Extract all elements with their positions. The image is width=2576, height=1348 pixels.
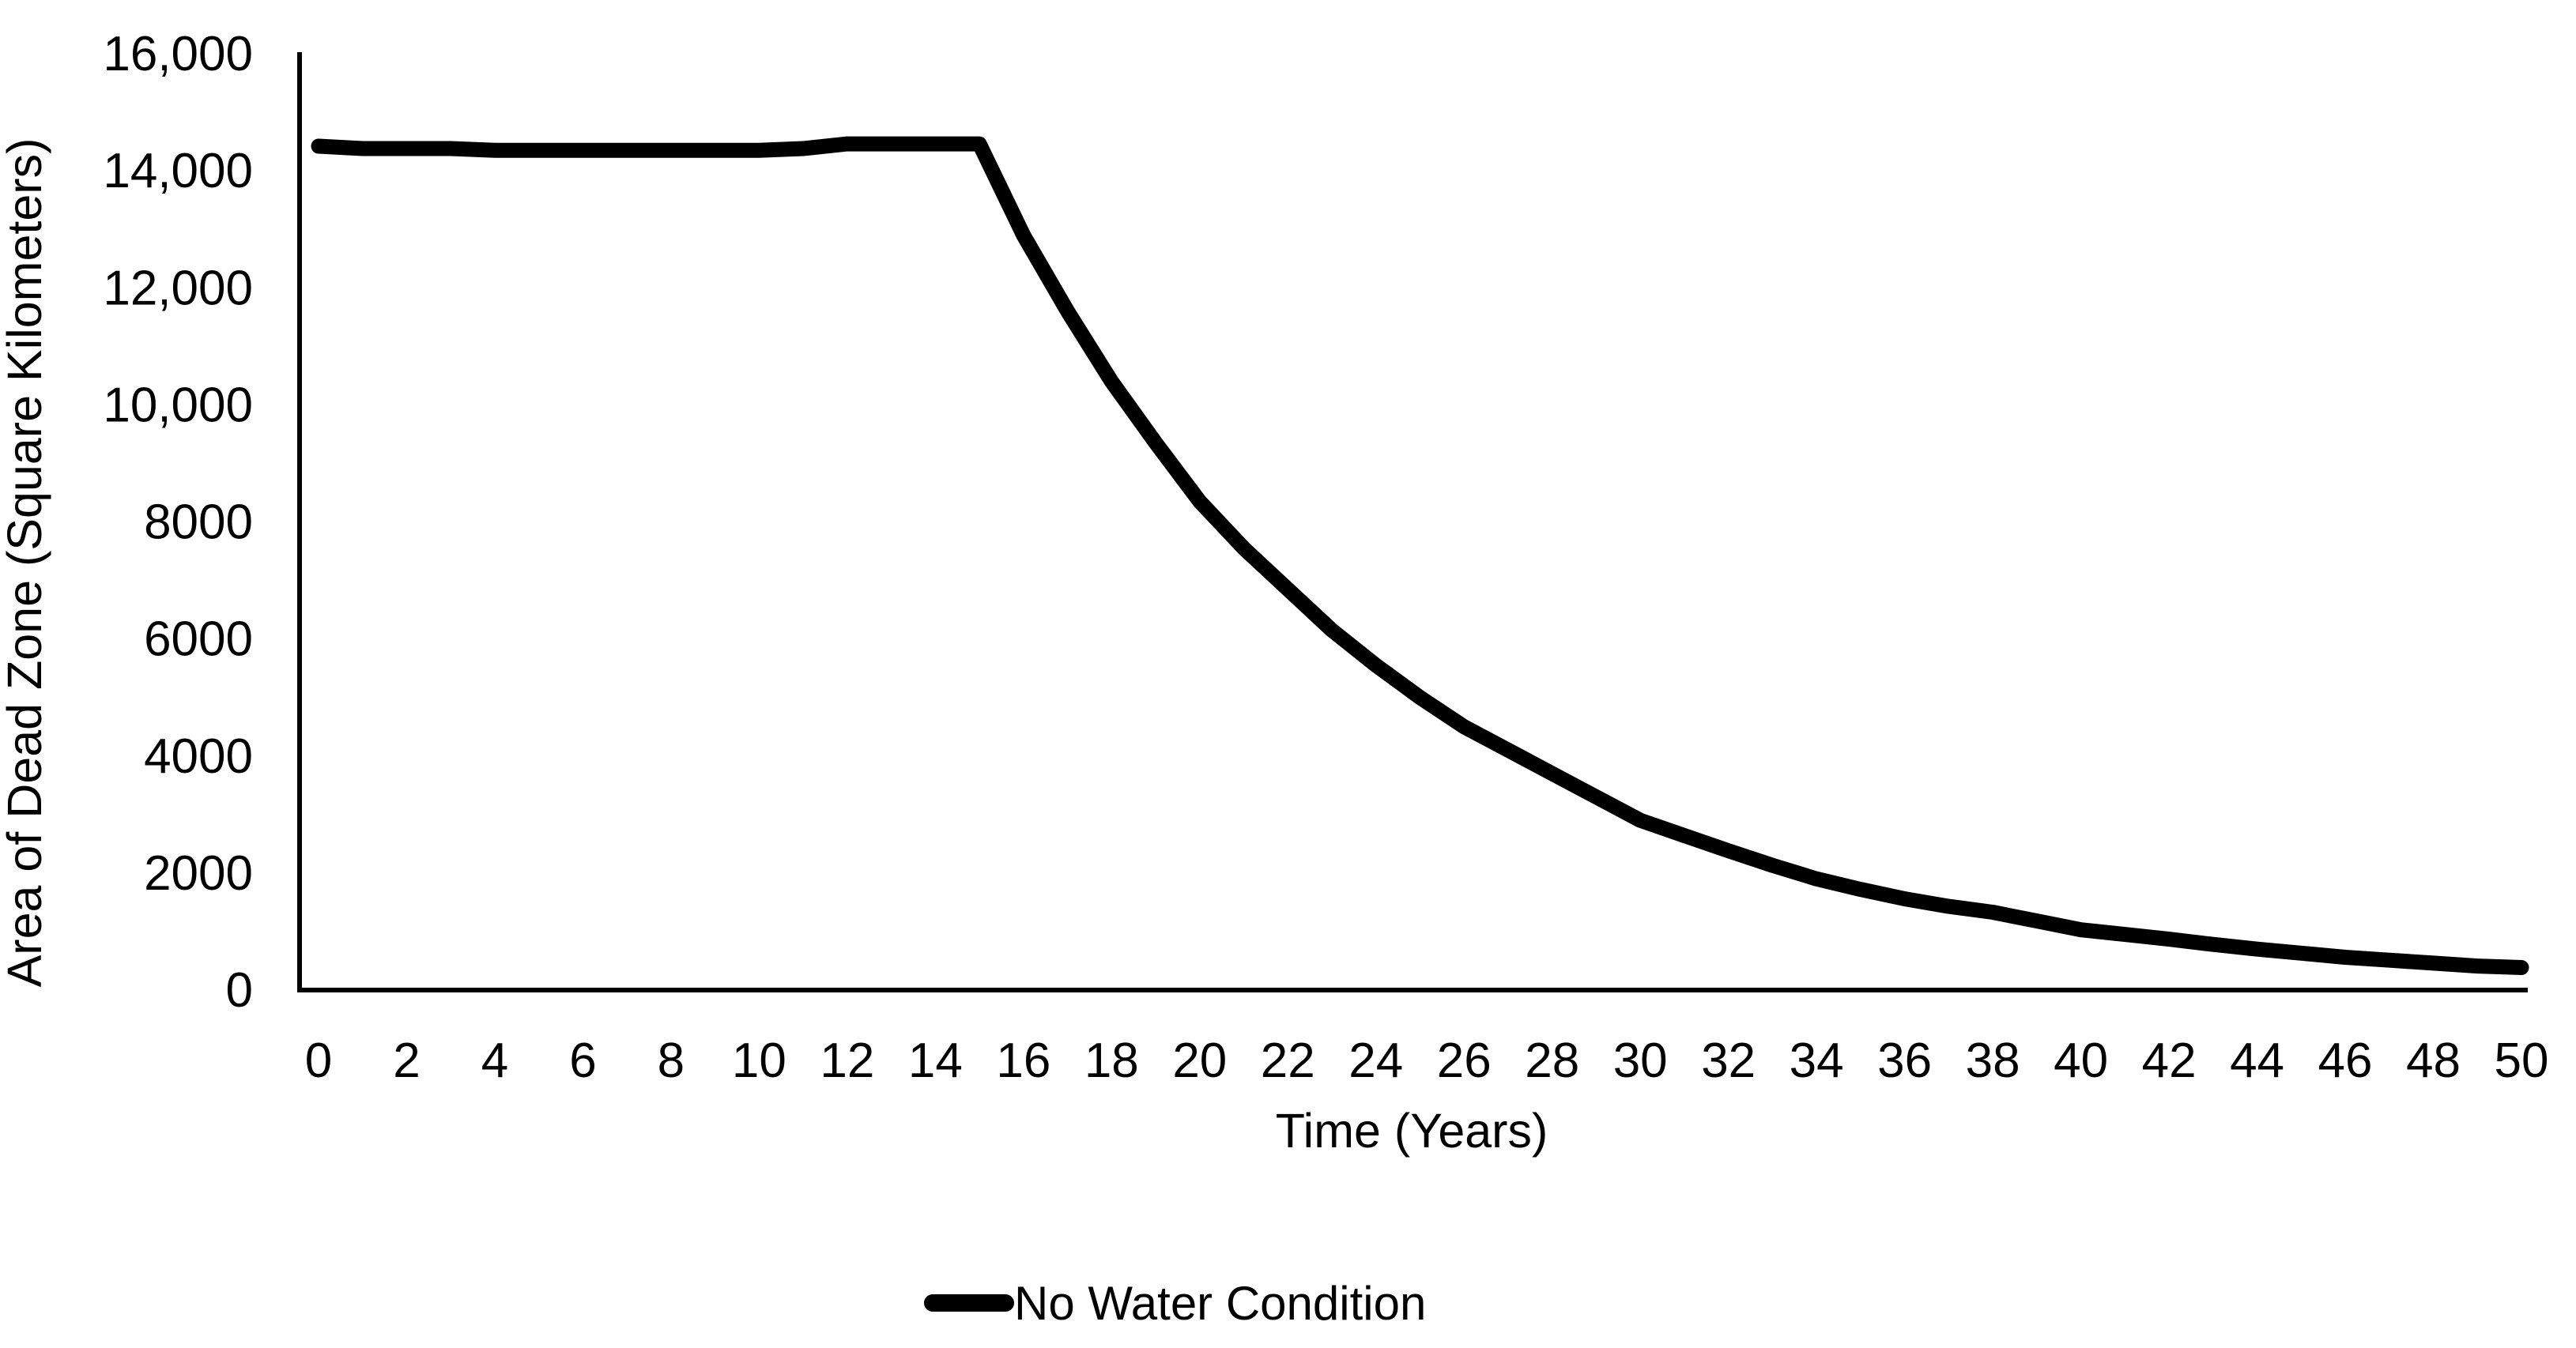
x-tick-label: 28 (1525, 1034, 1579, 1088)
x-tick-label: 14 (908, 1034, 963, 1088)
y-tick-label: 4000 (144, 729, 253, 784)
legend-label: No Water Condition (1014, 1277, 1426, 1330)
x-tick-label: 38 (1966, 1034, 2020, 1088)
x-tick-label: 16 (996, 1034, 1050, 1088)
x-tick-label: 46 (2318, 1034, 2373, 1088)
y-tick-label: 14,000 (103, 144, 253, 198)
y-axis-title: Area of Dead Zone (Square Kilometers) (0, 138, 51, 988)
x-tick-label: 42 (2142, 1034, 2197, 1088)
x-tick-label: 30 (1613, 1034, 1668, 1088)
x-tick-label: 40 (2054, 1034, 2108, 1088)
x-tick-label: 18 (1084, 1034, 1139, 1088)
y-tick-label: 2000 (144, 846, 253, 901)
x-tick-label: 4 (481, 1034, 508, 1088)
x-tick-label: 22 (1261, 1034, 1315, 1088)
y-tick-label: 0 (226, 963, 253, 1018)
y-tick-label: 8000 (144, 495, 253, 550)
legend: No Water Condition (924, 1277, 1426, 1330)
x-tick-label: 34 (1790, 1034, 1844, 1088)
x-tick-label: 2 (393, 1034, 420, 1088)
x-tick-label: 6 (569, 1034, 596, 1088)
x-tick-label: 44 (2230, 1034, 2284, 1088)
x-tick-label: 36 (1877, 1034, 1932, 1088)
x-tick-label: 10 (732, 1034, 786, 1088)
x-axis-title: Time (Years) (1276, 1104, 1548, 1158)
x-tick-label: 50 (2495, 1034, 2549, 1088)
x-tick-label: 48 (2406, 1034, 2461, 1088)
x-tick-label: 32 (1701, 1034, 1756, 1088)
y-axis-tick-labels: 0 2000 4000 6000 8000 10,000 12,000 14,000 16,00… (103, 27, 253, 1018)
y-tick-label: 16,000 (103, 27, 253, 81)
x-tick-label: 12 (820, 1034, 874, 1088)
y-tick-label: 12,000 (103, 261, 253, 315)
x-tick-label: 24 (1348, 1034, 1403, 1088)
x-tick-label: 26 (1437, 1034, 1492, 1088)
series-line-no-water-condition (311, 136, 2529, 975)
x-axis-tick-labels: 0 2 4 6 8 10 12 14 16 18 20 22 24 26 28 30 32 34 36 38 40 42 4… (305, 1034, 2549, 1088)
x-tick-label: 0 (305, 1034, 332, 1088)
x-tick-label: 20 (1172, 1034, 1227, 1088)
y-tick-label: 10,000 (103, 378, 253, 432)
y-tick-label: 6000 (144, 612, 253, 667)
x-tick-label: 8 (658, 1034, 685, 1088)
